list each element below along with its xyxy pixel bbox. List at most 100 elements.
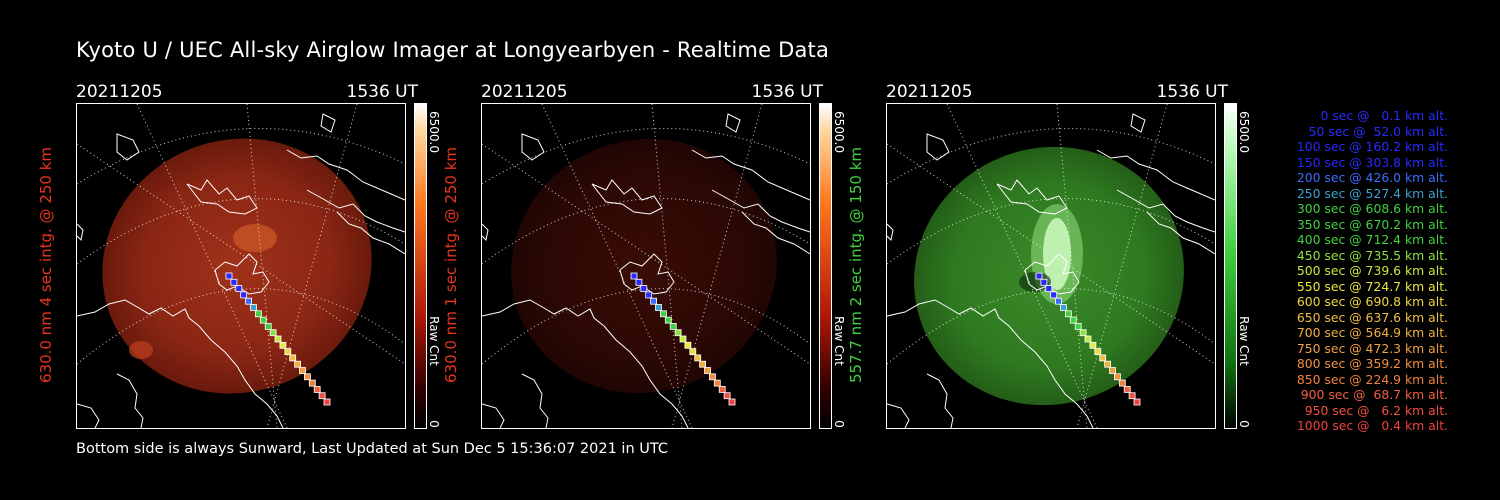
panel-date: 20211205 (76, 82, 163, 102)
legend-entry: 150 sec @ 303.8 km alt. (1296, 154, 1448, 170)
trajectory-point (704, 367, 711, 374)
trajectory-point (1084, 335, 1092, 343)
airglow-image (76, 103, 406, 429)
trajectory-point (1118, 379, 1126, 387)
trajectory-point (1079, 329, 1087, 337)
trajectory-point (630, 272, 638, 280)
trajectory-point (289, 354, 297, 362)
trajectory-point (650, 297, 658, 305)
panel-date: 20211205 (481, 82, 568, 102)
colorbar (414, 103, 427, 429)
trajectory-point (669, 322, 677, 330)
trajectory-point (1094, 348, 1102, 356)
trajectory-point (694, 354, 702, 362)
trajectory-point (1060, 304, 1067, 311)
trajectory-point (708, 373, 716, 381)
trajectory-point (323, 398, 331, 406)
trajectory-point (240, 291, 248, 299)
trajectory-point (235, 285, 243, 293)
colorbar (1224, 103, 1237, 429)
colorbar-min-label: 0 (832, 420, 846, 428)
legend-entry: 700 sec @ 564.9 km alt. (1296, 325, 1448, 340)
trajectory-point (723, 392, 731, 400)
trajectory-point (1074, 322, 1082, 330)
trajectory-point (1123, 385, 1131, 393)
trajectory-point (308, 379, 316, 387)
trajectory-point (713, 379, 721, 387)
trajectory-point (1133, 398, 1141, 406)
legend-entry: 500 sec @ 739.6 km alt. (1296, 263, 1448, 278)
colorbar-min-label: 0 (1237, 420, 1251, 428)
trajectory-point (674, 329, 682, 337)
colorbar-unit-label: Raw Cnt (1237, 316, 1251, 366)
panel-ylabel: 557.7 nm 2 sec intg. @ 150 km (847, 146, 865, 384)
colorbar-unit-label: Raw Cnt (832, 316, 846, 366)
trajectory-point (1050, 291, 1058, 299)
panel-ylabel: 630.0 nm 4 sec intg. @ 250 km (37, 146, 55, 384)
trajectory-point (250, 304, 257, 311)
trajectory-point (1055, 297, 1063, 305)
airglow-image (886, 103, 1216, 429)
legend-entry: 50 sec @ 52.0 km alt. (1308, 123, 1448, 139)
trajectory-point (279, 341, 287, 349)
legend-entry: 650 sec @ 637.6 km alt. (1296, 309, 1448, 325)
trajectory-point (284, 348, 292, 356)
trajectory-point (1113, 373, 1121, 381)
trajectory-point (230, 278, 238, 286)
panel-time: 1536 UT (1156, 82, 1229, 102)
colorbar-max-label: 6500.0 (1237, 111, 1251, 153)
panel-time: 1536 UT (751, 82, 824, 102)
trajectory-point (313, 385, 321, 393)
colorbar-unit-label: Raw Cnt (427, 316, 441, 366)
colorbar-min-label: 0 (427, 420, 441, 428)
legend-entry: 750 sec @ 472.3 km alt. (1296, 340, 1448, 356)
legend-entry: 0 sec @ 0.1 km alt. (1320, 108, 1448, 123)
legend-entry: 900 sec @ 68.7 km alt. (1300, 387, 1448, 402)
trajectory-point (294, 360, 302, 368)
trajectory-point (1099, 354, 1107, 362)
legend-entry: 200 sec @ 426.0 km alt. (1296, 170, 1448, 185)
legend-entry: 800 sec @ 359.2 km alt. (1296, 356, 1448, 371)
colorbar-max-label: 6500.0 (832, 111, 846, 153)
legend-entry: 250 sec @ 527.4 km alt. (1296, 185, 1448, 201)
trajectory-point (689, 348, 697, 356)
trajectory-point (718, 385, 726, 393)
trajectory-point (264, 322, 272, 330)
trajectory-legend: 0 sec @ 0.1 km alt. 50 sec @ 52.0 km alt… (1262, 108, 1448, 434)
trajectory-point (1064, 310, 1072, 318)
trajectory-point (259, 316, 267, 324)
legend-entry: 550 sec @ 724.7 km alt. (1296, 278, 1448, 294)
panel-1: 20211205 1536 UT 630.0 nm 4 sec intg. @ … (37, 80, 508, 435)
trajectory-point (1035, 272, 1043, 280)
trajectory-point (299, 367, 306, 374)
trajectory-point (1040, 278, 1048, 286)
trajectory-point (1089, 341, 1097, 349)
trajectory-point (254, 310, 262, 318)
trajectory-point (664, 316, 672, 324)
legend-entry: 350 sec @ 670.2 km alt. (1296, 216, 1448, 232)
trajectory-point (645, 291, 653, 299)
trajectory-point (1045, 285, 1053, 293)
trajectory-point (303, 373, 311, 381)
panel-ylabel: 630.0 nm 1 sec intg. @ 250 km (442, 146, 460, 384)
trajectory-point (635, 278, 643, 286)
trajectory-point (1109, 367, 1116, 374)
footer-note: Bottom side is always Sunward, Last Upda… (76, 441, 668, 457)
legend-entry: 850 sec @ 224.9 km alt. (1296, 371, 1448, 387)
trajectory-point (1104, 360, 1112, 368)
legend-entry: 1000 sec @ 0.4 km alt. (1296, 418, 1448, 433)
trajectory-point (684, 341, 692, 349)
panel-2: 20211205 1536 UT 630.0 nm 1 sec intg. @ … (442, 80, 913, 435)
trajectory-point (640, 285, 648, 293)
trajectory-point (659, 310, 667, 318)
panel-time: 1536 UT (346, 82, 419, 102)
trajectory-point (274, 335, 282, 343)
panel-date: 20211205 (886, 82, 973, 102)
trajectory-point (699, 360, 707, 368)
trajectory-point (1128, 392, 1136, 400)
trajectory-point (225, 272, 233, 280)
colorbar-max-label: 6500.0 (427, 111, 441, 153)
trajectory-point (728, 398, 736, 406)
trajectory-point (318, 392, 326, 400)
trajectory-point (655, 304, 662, 311)
